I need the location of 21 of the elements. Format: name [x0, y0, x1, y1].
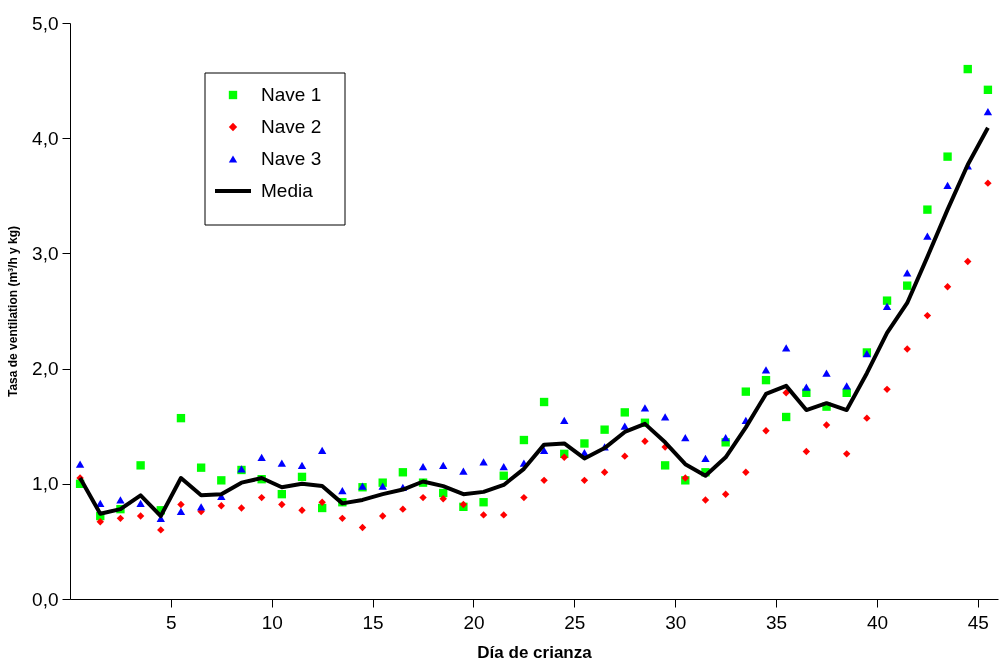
x-tick-label: 20 [463, 611, 485, 633]
y-tick-label: 1,0 [32, 473, 59, 495]
x-tick-label: 25 [564, 611, 586, 633]
y-tick-label: 5,0 [32, 12, 59, 34]
legend-label: Media [261, 180, 314, 201]
legend-label: Nave 3 [261, 148, 322, 169]
y-tick-label: 0,0 [32, 588, 59, 610]
x-tick-label: 35 [766, 611, 788, 633]
legend-label: Nave 1 [261, 84, 322, 105]
x-tick-label: 5 [166, 611, 177, 633]
legend-label: Nave 2 [261, 116, 322, 137]
x-tick-label: 15 [362, 611, 384, 633]
y-tick-label: 4,0 [32, 127, 59, 149]
x-tick-label: 30 [665, 611, 687, 633]
x-tick-label: 40 [866, 611, 889, 633]
y-tick-label: 3,0 [32, 242, 59, 264]
x-axis-title: Día de crianza [477, 642, 593, 662]
y-axis-title: Tasa de ventilation (m³/h y kg) [6, 225, 21, 398]
y-tick-label: 2,0 [32, 358, 59, 380]
x-tick-label: 45 [967, 611, 989, 633]
x-tick-label: 10 [261, 611, 283, 633]
